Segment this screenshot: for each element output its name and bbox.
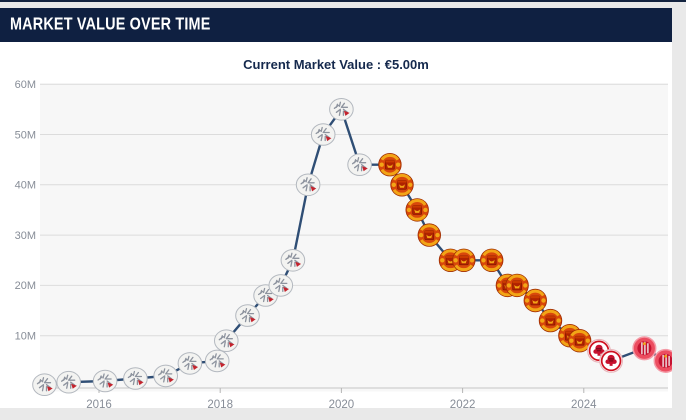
- ajax-crest-icon[interactable]: [214, 329, 239, 353]
- ajax-crest-icon[interactable]: [123, 367, 148, 390]
- girona-crest-icon[interactable]: [653, 348, 672, 373]
- ajax-crest-icon[interactable]: [280, 249, 306, 272]
- x-axis-tick-label: 2024: [571, 399, 597, 408]
- y-axis-tick-label: 30M: [15, 230, 36, 242]
- ajax-crest-icon[interactable]: [56, 370, 81, 394]
- ajax-crest-icon[interactable]: [235, 304, 260, 327]
- ajax-crest-icon[interactable]: [92, 369, 118, 393]
- y-axis-tick-label: 10M: [15, 331, 36, 343]
- x-axis-tick-label: 2020: [329, 399, 355, 408]
- manchester-united-crest-icon[interactable]: [538, 308, 563, 333]
- section-title: MARKET VALUE OVER TIME: [10, 14, 211, 34]
- manchester-united-crest-icon[interactable]: [523, 288, 547, 313]
- section-header: MARKET VALUE OVER TIME: [0, 8, 672, 42]
- manchester-united-crest-icon[interactable]: [417, 223, 441, 247]
- ajax-crest-icon[interactable]: [32, 373, 57, 397]
- y-axis-tick-label: 50M: [15, 129, 36, 141]
- ajax-crest-icon[interactable]: [153, 364, 178, 388]
- y-axis-tick-label: 40M: [15, 180, 36, 192]
- manchester-united-crest-icon[interactable]: [452, 248, 476, 273]
- manchester-united-crest-icon[interactable]: [405, 198, 429, 222]
- girona-crest-icon[interactable]: [632, 336, 657, 361]
- x-axis-tick-label: 2016: [86, 399, 112, 408]
- ajax-crest-icon[interactable]: [310, 123, 336, 146]
- eintracht-frankfurt-crest-icon[interactable]: [599, 348, 623, 373]
- ajax-crest-icon[interactable]: [329, 98, 354, 121]
- x-axis-tick-label: 2022: [450, 399, 476, 408]
- ajax-crest-icon[interactable]: [268, 274, 294, 297]
- y-axis-tick-label: 60M: [15, 79, 36, 91]
- manchester-united-crest-icon[interactable]: [390, 173, 414, 197]
- ajax-crest-icon[interactable]: [347, 153, 372, 176]
- market-value-chart: 60M 50M 40M 30M 20M 10M 2016 2018 2020 2022 2024: [0, 8, 672, 408]
- current-market-value-label: Current Market Value : €5.00m: [243, 57, 429, 72]
- manchester-united-crest-icon[interactable]: [567, 329, 592, 353]
- top-border: [0, 0, 686, 2]
- ajax-crest-icon[interactable]: [204, 349, 230, 373]
- market-value-card: MARKET VALUE OVER TIME Current Market Va…: [0, 8, 672, 408]
- y-axis-tick-label: 20M: [15, 280, 36, 292]
- ajax-crest-icon[interactable]: [295, 173, 321, 197]
- ajax-crest-icon[interactable]: [177, 352, 203, 375]
- manchester-united-crest-icon[interactable]: [378, 152, 402, 177]
- manchester-united-crest-icon[interactable]: [480, 248, 504, 273]
- x-axis-tick-label: 2018: [207, 399, 233, 408]
- manchester-united-crest-icon[interactable]: [505, 273, 529, 298]
